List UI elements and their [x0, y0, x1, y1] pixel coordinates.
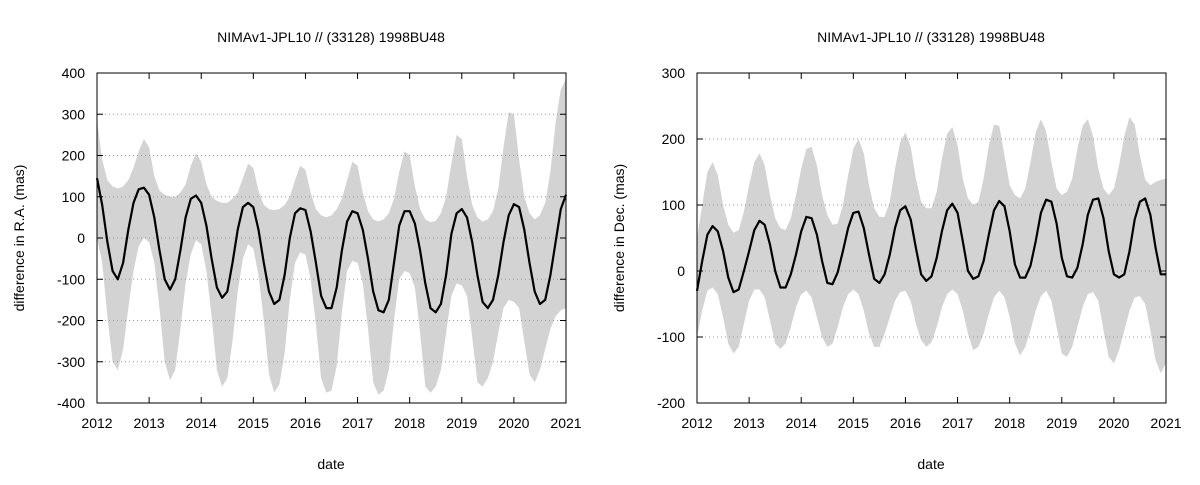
uncertainty-band — [697, 117, 1166, 374]
x-tick-label: 2013 — [134, 415, 165, 431]
chart-title: NIMAv1-JPL10 // (33128) 1998BU48 — [817, 29, 1045, 45]
y-tick-label: -400 — [57, 395, 85, 411]
y-tick-label: 200 — [62, 148, 86, 164]
mean-line — [95, 177, 568, 314]
dec-difference-chart: NIMAv1-JPL10 // (33128) 1998BU48 date di… — [611, 29, 1182, 472]
y-tick-label: 300 — [662, 65, 686, 81]
x-tick-label: 2015 — [838, 415, 869, 431]
y-axis-label: difference in R.A. (mas) — [11, 165, 27, 312]
x-tick-label: 2012 — [681, 415, 712, 431]
y-tick-label: 0 — [677, 263, 685, 279]
y-tick-label: 100 — [62, 189, 86, 205]
x-tick-label: 2014 — [786, 415, 817, 431]
x-tick-label: 2020 — [1098, 415, 1129, 431]
y-axis-label: difference in Dec. (mas) — [611, 164, 627, 312]
y-tick-label: 300 — [62, 106, 86, 122]
x-tick-label: 2021 — [550, 415, 581, 431]
plot-area — [695, 117, 1166, 374]
mean-line — [695, 197, 1166, 294]
y-tick-label: 400 — [62, 65, 86, 81]
y-tick-label: 0 — [77, 230, 85, 246]
uncertainty-band — [97, 79, 566, 395]
y-tick-label: -200 — [57, 313, 85, 329]
x-tick-label: 2013 — [734, 415, 765, 431]
x-axis-label: date — [317, 456, 344, 472]
y-tick-label: -100 — [657, 329, 685, 345]
x-tick-label: 2019 — [1046, 415, 1077, 431]
x-tick-label: 2017 — [342, 415, 373, 431]
chart-title: NIMAv1-JPL10 // (33128) 1998BU48 — [217, 29, 445, 45]
x-tick-label: 2021 — [1150, 415, 1181, 431]
x-tick-label: 2018 — [994, 415, 1025, 431]
x-tick-label: 2015 — [238, 415, 269, 431]
x-axis-label: date — [917, 456, 944, 472]
y-tick-label: -100 — [57, 271, 85, 287]
x-tick-label: 2018 — [394, 415, 425, 431]
x-tick-label: 2020 — [498, 415, 529, 431]
x-tick-label: 2019 — [446, 415, 477, 431]
x-tick-label: 2012 — [81, 415, 112, 431]
x-tick-label: 2016 — [890, 415, 921, 431]
ra-difference-chart: NIMAv1-JPL10 // (33128) 1998BU48 date di… — [11, 29, 582, 472]
y-tick-label: -200 — [657, 395, 685, 411]
plot-frame — [696, 72, 1167, 404]
x-tick-label: 2017 — [942, 415, 973, 431]
x-tick-label: 2016 — [290, 415, 321, 431]
y-tick-label: -300 — [57, 354, 85, 370]
x-tick-label: 2014 — [186, 415, 217, 431]
y-tick-label: 200 — [662, 131, 686, 147]
plot-area — [95, 79, 568, 395]
y-tick-label: 100 — [662, 197, 686, 213]
